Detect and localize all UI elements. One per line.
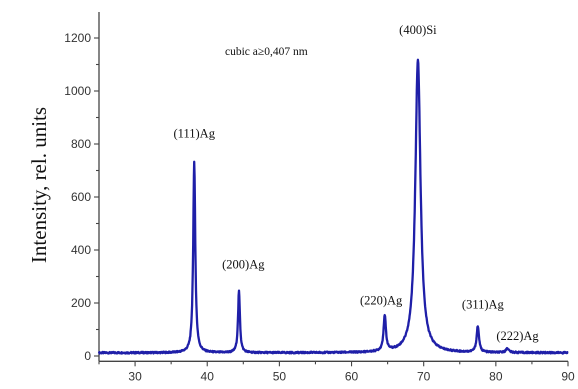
x-tick-label: 70: [417, 369, 431, 383]
y-axis-ticks: 0 200 400 600 800 1000 1200: [64, 31, 99, 363]
peak-label: (311)Ag: [462, 297, 505, 311]
peak-label: (200)Ag: [222, 258, 265, 272]
x-tick-label: 90: [561, 369, 575, 383]
series-line: [97, 58, 569, 355]
peak-labels: (111)Ag (200)Ag (220)Ag (400)Si (311)Ag (222)…: [174, 23, 540, 343]
chart-annotation: cubic a≥0,407 nm: [225, 46, 308, 58]
y-tick-label: 800: [71, 137, 91, 151]
peak-label: (400)Si: [399, 23, 437, 37]
x-tick-label: 80: [489, 369, 503, 383]
x-tick-label: 50: [273, 369, 287, 383]
y-tick-label: 200: [71, 296, 91, 310]
y-tick-label: 1000: [64, 84, 91, 98]
y-tick-label: 0: [84, 349, 91, 363]
peak-label: (222)Ag: [496, 329, 539, 343]
x-tick-label: 60: [345, 369, 359, 383]
x-tick-label: 40: [201, 369, 215, 383]
y-axis-label: Intensity, rel. units: [27, 107, 51, 263]
x-axis-ticks: 30 40 50 60 70 80 90: [98, 361, 575, 383]
y-tick-label: 1200: [64, 31, 91, 45]
y-tick-label: 600: [71, 190, 91, 204]
peak-label: (220)Ag: [360, 293, 403, 307]
x-tick-label: 30: [128, 369, 142, 383]
peak-label: (111)Ag: [174, 126, 216, 140]
y-tick-label: 400: [71, 243, 91, 257]
